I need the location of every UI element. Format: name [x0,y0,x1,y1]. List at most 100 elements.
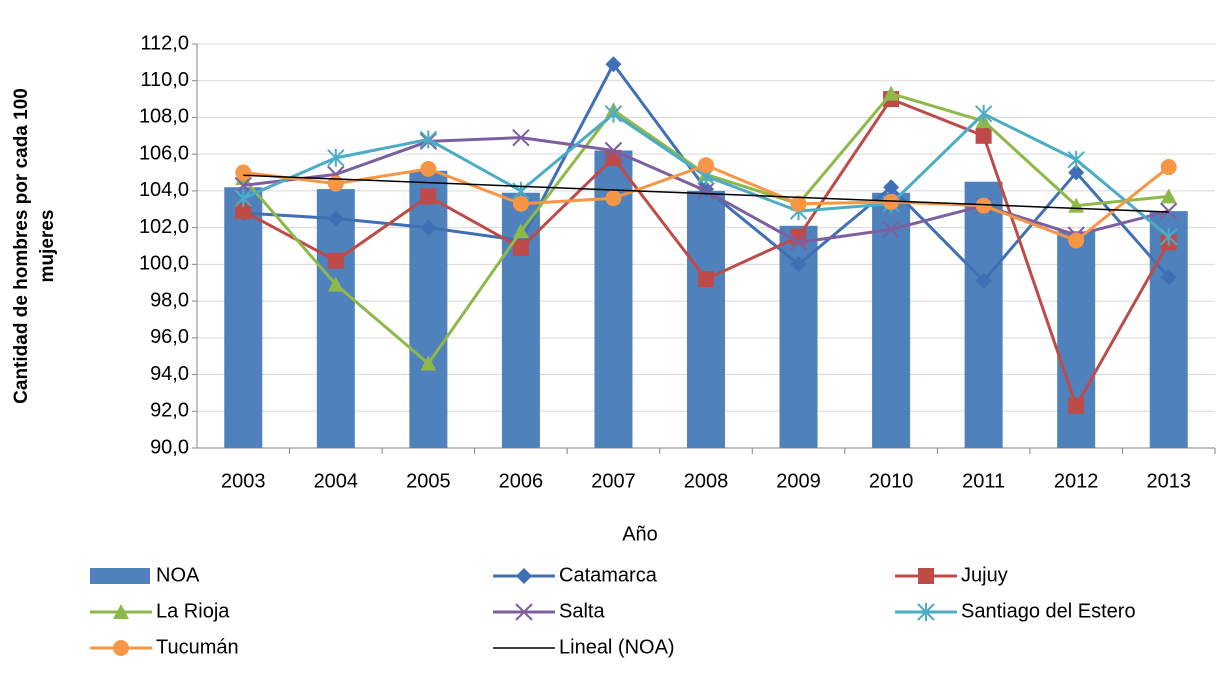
marker [234,189,252,208]
legend-item: Jujuy [895,564,1008,586]
x-tick-label: 2010 [869,470,914,492]
legend-item: Lineal (NOA) [493,636,675,658]
marker [512,239,529,256]
marker [420,355,437,371]
legend-label: Catamarca [559,564,658,586]
bar [1057,231,1096,448]
marker [327,148,345,167]
marker [419,130,438,149]
bar [316,189,355,448]
y-tick-label: 96,0 [150,326,189,348]
marker [604,141,623,160]
line [243,174,1169,213]
legend-label: Jujuy [961,564,1008,586]
marker [697,182,715,200]
marker [790,195,807,212]
marker [512,195,529,212]
x-tick-label: 2013 [1146,470,1191,492]
marker [882,220,900,239]
legend-label: Salta [559,600,605,622]
marker [235,164,252,181]
bar [409,170,448,448]
marker [113,640,129,656]
marker [1160,227,1178,246]
marker [327,252,344,269]
bar [964,181,1003,448]
legend-item: Santiago del Estero [895,600,1136,622]
marker [420,160,437,177]
marker [420,188,437,205]
bar [687,190,725,448]
bar [1149,211,1188,448]
y-tick-label: 110,0 [140,69,189,91]
marker [512,128,530,147]
legend-label: Tucumán [156,636,239,658]
x-tick-label: 2012 [1054,470,1099,492]
marker [883,85,900,101]
bar [872,192,911,448]
x-tick-label: 2011 [962,470,1005,492]
x-tick-label: 2009 [776,470,821,492]
marker [604,104,623,123]
x-axis-title: Año [622,523,658,545]
legend-label: Lineal (NOA) [559,636,675,658]
marker [1067,150,1085,169]
marker [918,568,934,584]
legend-label: NOA [156,564,200,586]
y-tick-label: 100,0 [139,253,189,275]
legend-item: Tucumán [90,636,239,658]
marker [113,604,129,619]
y-axis-title: Cantidad de hombres por cada 100 [11,88,32,404]
y-tick-label: 98,0 [150,289,189,311]
marker [515,603,533,621]
x-tick-label: 2008 [684,470,729,492]
marker [605,56,622,73]
marker [974,104,993,123]
marker [605,190,622,207]
marker [975,127,992,144]
marker [1160,188,1177,204]
legend-label: Santiago del Estero [961,600,1136,622]
marker [234,176,252,195]
bar [224,187,263,448]
y-tick-label: 94,0 [150,363,189,385]
marker [975,272,992,289]
marker [327,175,344,192]
y-tick-label: 90,0 [150,436,189,458]
x-tick-label: 2004 [314,470,359,492]
x-tick-label: 2007 [591,470,636,492]
x-tick-label: 2005 [406,470,451,492]
marker [1068,164,1085,181]
marker [1068,232,1085,249]
marker [235,203,252,220]
legend-item: Salta [493,600,605,622]
marker [883,193,900,210]
marker [512,223,529,239]
marker [698,157,714,174]
marker [327,276,344,292]
marker [1160,269,1177,286]
y-axis-title: mujeres [37,210,58,283]
y-tick-label: 106,0 [139,142,189,164]
x-tick-label: 2003 [221,470,266,492]
marker [1160,159,1177,176]
marker [420,219,437,236]
marker [698,271,714,288]
marker [327,210,344,227]
x-tick-label: 2006 [499,470,544,492]
legend-label: La Rioja [156,600,230,622]
legend-swatch [90,568,150,584]
y-tick-label: 108,0 [139,106,189,128]
marker [975,197,992,214]
y-tick-label: 112,0 [140,32,189,54]
marker [917,603,935,621]
marker [1160,202,1178,220]
y-tick-label: 104,0 [139,179,189,201]
marker [883,179,900,196]
marker [790,256,807,273]
y-tick-label: 102,0 [139,216,189,238]
marker [1068,397,1085,414]
marker [516,568,532,584]
